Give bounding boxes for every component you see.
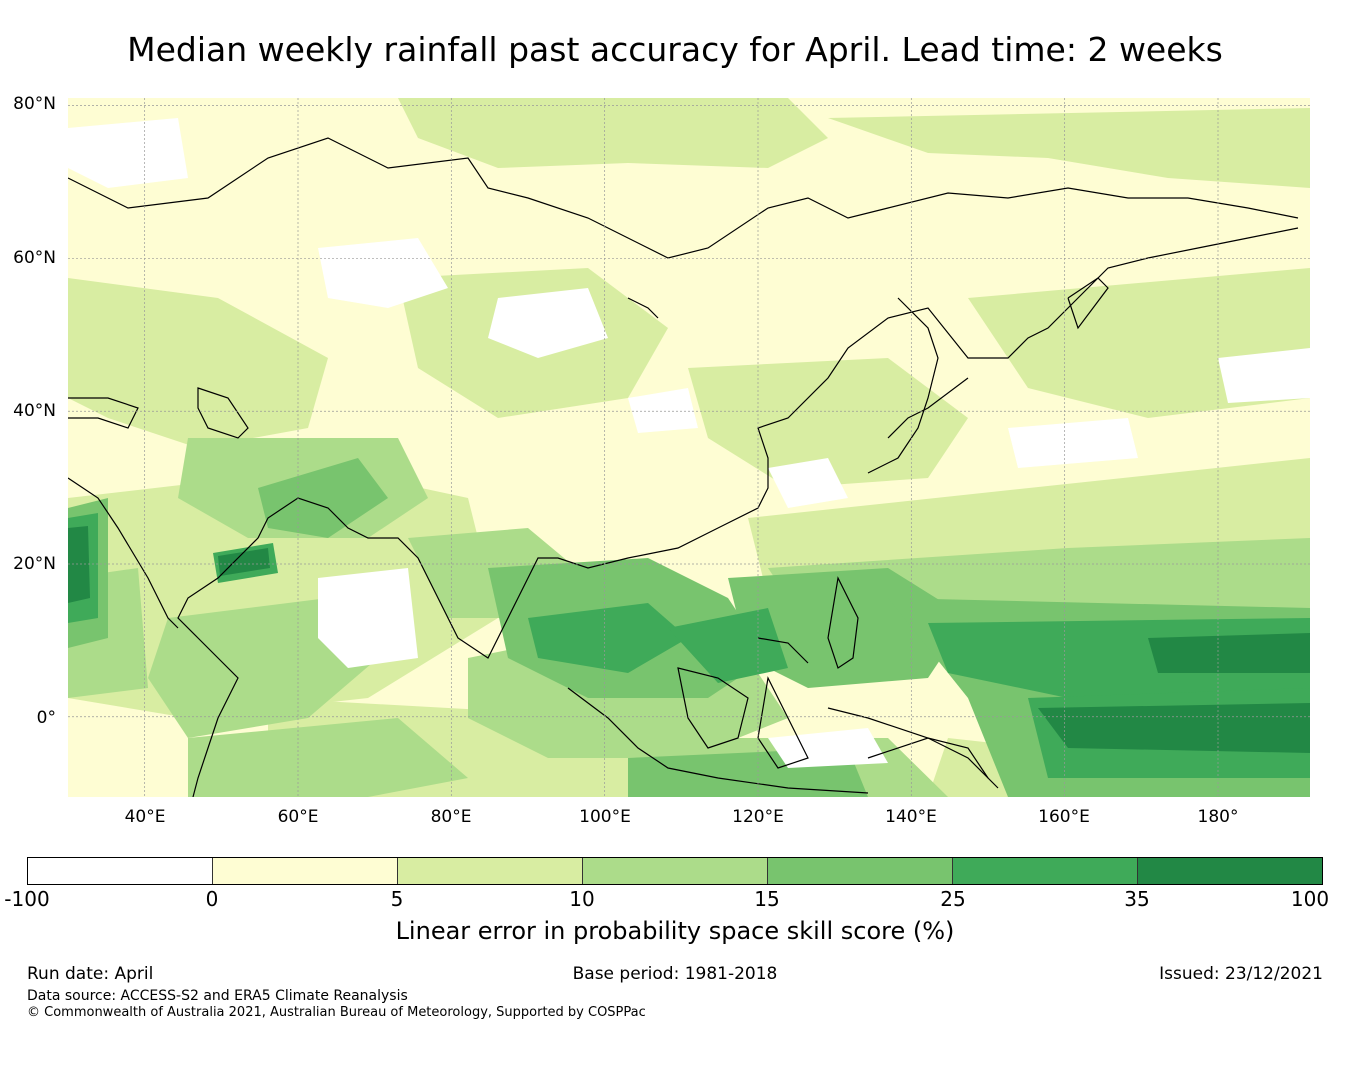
- lon-label-180: 180°: [1197, 807, 1239, 827]
- colorbar-segment-3: [398, 858, 583, 884]
- colorbar-tick-35: 35: [1124, 887, 1150, 911]
- skill-10-15-regions: [68, 438, 1310, 797]
- skill-score-map: [68, 98, 1310, 797]
- coastlines: [68, 137, 1299, 797]
- lon-label-40e: 40°E: [124, 807, 166, 827]
- colorbar-segment-2: [213, 858, 398, 884]
- colorbar-tick-minus100: -100: [4, 887, 50, 911]
- lat-label-40n: 40°N: [13, 401, 56, 421]
- lon-label-80e: 80°E: [430, 807, 472, 827]
- skill-negative-regions: [68, 118, 1310, 768]
- copyright: © Commonwealth of Australia 2021, Austra…: [27, 1005, 646, 1020]
- lon-label-140e: 140°E: [885, 807, 937, 827]
- colorbar-label: Linear error in probability space skill …: [395, 917, 955, 945]
- run-date: Run date: April: [27, 964, 154, 984]
- lon-label-120e: 120°E: [732, 807, 784, 827]
- lat-label-0: 0°: [36, 708, 56, 728]
- lon-label-60e: 60°E: [277, 807, 319, 827]
- lat-label-60n: 60°N: [13, 248, 56, 268]
- colorbar-tick-10: 10: [569, 887, 595, 911]
- colorbar-segment-6: [953, 858, 1138, 884]
- lon-label-160e: 160°E: [1038, 807, 1090, 827]
- lat-label-20n: 20°N: [13, 554, 56, 574]
- map-area: [68, 98, 1310, 797]
- colorbar-segment-7: [1138, 858, 1322, 884]
- colorbar-tick-100: 100: [1290, 887, 1330, 911]
- colorbar-tick-15: 15: [754, 887, 780, 911]
- data-source: Data source: ACCESS-S2 and ERA5 Climate …: [27, 988, 408, 1004]
- lon-label-100e: 100°E: [579, 807, 631, 827]
- chart-title: Median weekly rainfall past accuracy for…: [127, 30, 1223, 69]
- skill-35-100-regions: [68, 526, 1310, 753]
- lat-label-80n: 80°N: [13, 94, 56, 114]
- colorbar: [27, 857, 1323, 885]
- colorbar-segment-5: [768, 858, 953, 884]
- colorbar-tick-0: 0: [205, 887, 219, 911]
- map-gridlines: [68, 98, 1310, 797]
- colorbar-tick-5: 5: [390, 887, 404, 911]
- base-period: Base period: 1981-2018: [572, 964, 778, 984]
- issued-date: Issued: 23/12/2021: [1159, 964, 1323, 984]
- colorbar-segment-4: [583, 858, 768, 884]
- colorbar-tick-25: 25: [940, 887, 966, 911]
- colorbar-segment-1: [28, 858, 213, 884]
